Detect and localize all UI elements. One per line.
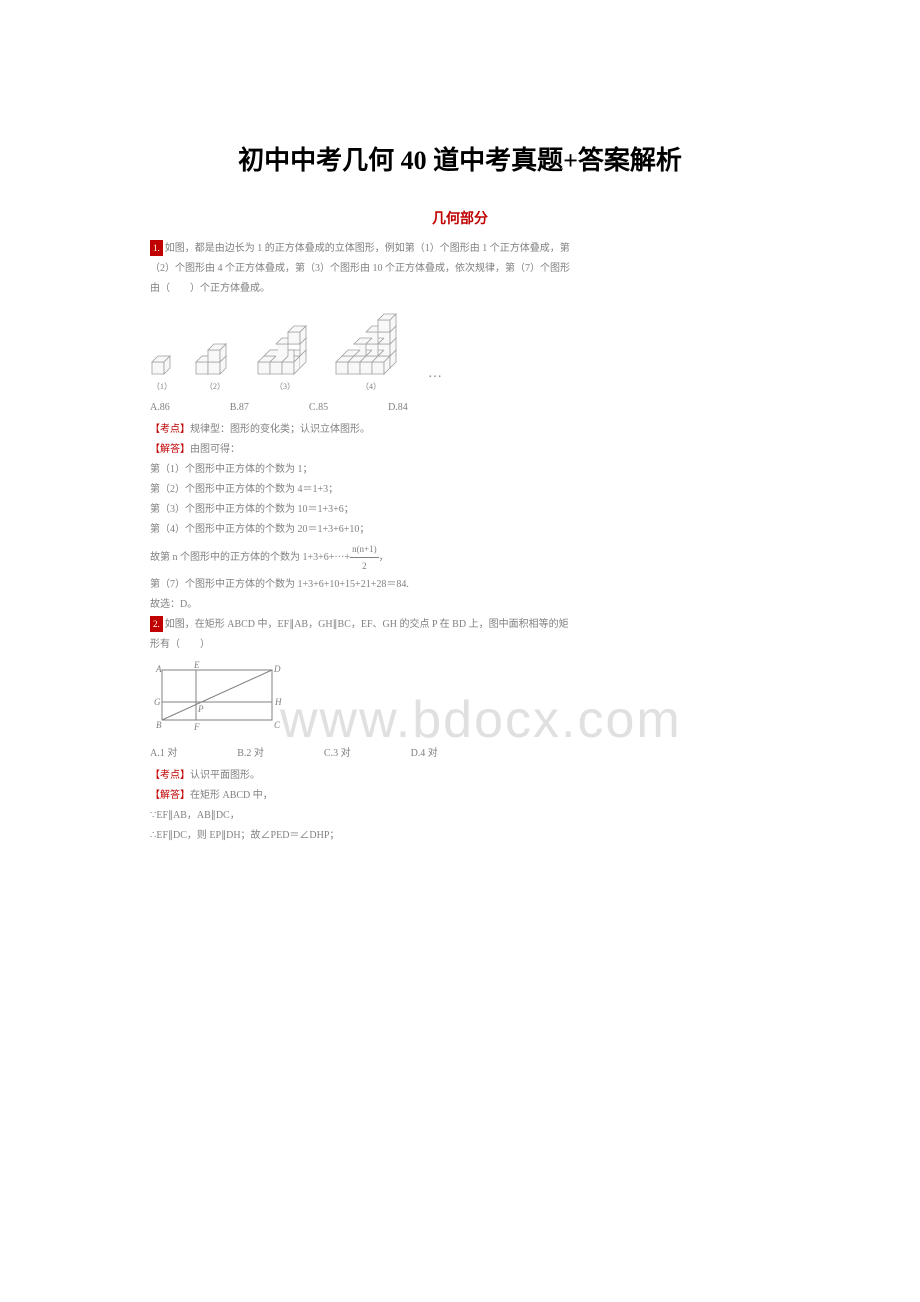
cube-svg-1 <box>150 352 174 378</box>
problem2-option-c: C.3 对 <box>324 745 351 763</box>
problem2-option-a: A.1 对 <box>150 745 177 763</box>
rectangle-figure: A E D G P H B F C <box>150 660 770 739</box>
kaodian-label-1: 【考点】 <box>150 424 190 435</box>
cube-fig-1: （1） <box>150 352 174 394</box>
problem1-step5: 故第 n 个图形中的正方体的个数为 1+3+6+···+n(n+1)2， <box>150 541 770 574</box>
cube-svg-4 <box>334 310 408 378</box>
jieda-text-1: 由图可得： <box>190 444 240 455</box>
problem2-step1: ∵EF∥AB，AB∥DC， <box>150 807 770 825</box>
problem1-option-a: A.86 <box>150 399 170 417</box>
step5-fraction: n(n+1)2 <box>350 541 379 574</box>
cube-label-3: （3） <box>275 380 295 394</box>
section-title: 几何部分 <box>150 207 770 232</box>
problem2-option-b: B.2 对 <box>237 745 264 763</box>
rect-label-D: D <box>273 664 281 674</box>
problem2-option-d: D.4 对 <box>411 745 438 763</box>
rect-label-H: H <box>274 697 282 707</box>
problem1-step4: 第（4）个图形中正方体的个数为 20＝1+3+6+10； <box>150 521 770 539</box>
problem1-option-d: D.84 <box>388 399 408 417</box>
problem2-jieda: 【解答】在矩形 ABCD 中， <box>150 787 770 805</box>
problem2-text1: 如图，在矩形 ABCD 中，EF∥AB，GH∥BC，EF、GH 的交点 P 在 … <box>165 619 569 630</box>
problem1-option-c: C.85 <box>309 399 328 417</box>
step5-num: n(n+1) <box>350 541 379 558</box>
cube-fig-3: （3） <box>256 324 314 394</box>
problem2-kaodian: 【考点】认识平面图形。 <box>150 767 770 785</box>
step5-suffix: ， <box>379 552 389 563</box>
problem1-line2: （2）个图形由 4 个正方体叠成，第（3）个图形由 10 个正方体叠成，依次规律… <box>150 260 770 278</box>
step5-den: 2 <box>350 558 379 574</box>
cube-label-2: （2） <box>205 380 225 394</box>
problem1-jieda: 【解答】由图可得： <box>150 441 770 459</box>
rect-label-E: E <box>193 660 200 670</box>
rect-label-A: A <box>155 664 162 674</box>
problem1-option-b: B.87 <box>230 399 249 417</box>
problem2-step2: ∴EF∥DC，则 EP∥DH；故∠PED＝∠DHP； <box>150 827 770 845</box>
problem2-options: A.1 对 B.2 对 C.3 对 D.4 对 <box>150 745 770 763</box>
problem1-text1: 如图，都是由边长为 1 的正方体叠成的立体图形，例如第（1）个图形由 1 个正方… <box>165 243 570 254</box>
problem1-step2: 第（2）个图形中正方体的个数为 4＝1+3； <box>150 481 770 499</box>
kaodian-label-2: 【考点】 <box>150 770 190 781</box>
cube-label-4: （4） <box>361 380 381 394</box>
cube-ellipsis: … <box>428 361 442 394</box>
rect-label-B: B <box>156 720 162 730</box>
cube-label-1: （1） <box>152 380 172 394</box>
problem2-number: 2. <box>150 616 163 632</box>
kaodian-text-1: 规律型：图形的变化类；认识立体图形。 <box>190 424 370 435</box>
problem1-kaodian: 【考点】规律型：图形的变化类；认识立体图形。 <box>150 421 770 439</box>
problem1-answer: 故选：D。 <box>150 596 770 614</box>
cube-fig-4: （4） <box>334 310 408 394</box>
cube-fig-2: （2） <box>194 338 236 394</box>
problem2-line1: 2.如图，在矩形 ABCD 中，EF∥AB，GH∥BC，EF、GH 的交点 P … <box>150 616 770 634</box>
problem1-options: A.86 B.87 C.85 D.84 <box>150 399 770 417</box>
rect-svg: A E D G P H B F C <box>150 660 290 732</box>
problem1-step6: 第（7）个图形中正方体的个数为 1+3+6+10+15+21+28＝84. <box>150 576 770 594</box>
problem1-step1: 第（1）个图形中正方体的个数为 1； <box>150 461 770 479</box>
content-area: 几何部分 1.如图，都是由边长为 1 的正方体叠成的立体图形，例如第（1）个图形… <box>150 207 770 845</box>
problem1-line3: 由（ ）个正方体叠成。 <box>150 280 770 298</box>
rect-label-F: F <box>193 722 200 732</box>
cube-svg-3 <box>256 324 314 378</box>
jieda-label-2: 【解答】 <box>150 790 190 801</box>
problem1-number: 1. <box>150 240 163 256</box>
cube-figures-row: （1） （2） <box>150 310 770 394</box>
problem1-step3: 第（3）个图形中正方体的个数为 10＝1+3+6； <box>150 501 770 519</box>
main-title: 初中中考几何 40 道中考真题+答案解析 <box>150 140 770 177</box>
rect-label-C: C <box>274 720 281 730</box>
problem1-line1: 1.如图，都是由边长为 1 的正方体叠成的立体图形，例如第（1）个图形由 1 个… <box>150 240 770 258</box>
jieda-text-2: 在矩形 ABCD 中， <box>190 790 273 801</box>
jieda-label-1: 【解答】 <box>150 444 190 455</box>
step5-prefix: 故第 n 个图形中的正方体的个数为 1+3+6+···+ <box>150 552 350 563</box>
rect-label-G: G <box>154 697 161 707</box>
rect-label-P: P <box>197 704 204 714</box>
kaodian-text-2: 认识平面图形。 <box>190 770 260 781</box>
cube-svg-2 <box>194 338 236 378</box>
problem2-line2: 形有（ ） <box>150 636 770 654</box>
